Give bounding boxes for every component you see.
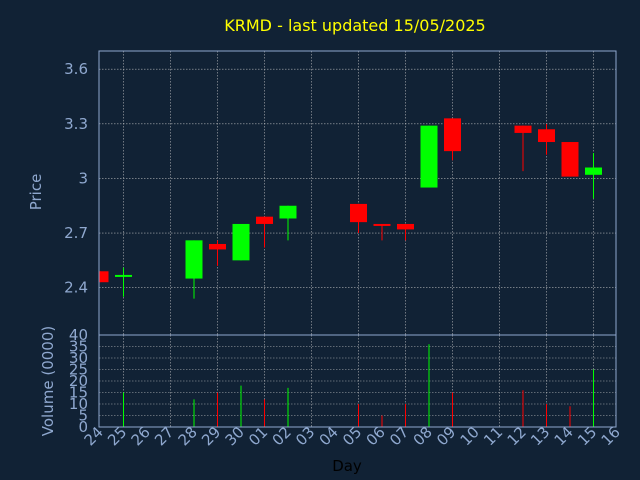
candle-body bbox=[444, 118, 461, 152]
volume-plot-frame bbox=[98, 334, 617, 428]
volume-grid bbox=[99, 335, 616, 427]
candle-body bbox=[585, 167, 602, 175]
volume-tick-label: 35 bbox=[69, 338, 88, 356]
volume-tick-label: 40 bbox=[69, 326, 88, 344]
price-grid bbox=[99, 51, 616, 335]
candle-body bbox=[185, 240, 203, 279]
price-axis-label: Price bbox=[27, 174, 45, 211]
volume-tick-label: 25 bbox=[69, 361, 88, 379]
candle-body bbox=[209, 243, 226, 250]
volume-bars bbox=[123, 344, 594, 427]
candle-body bbox=[561, 142, 579, 177]
volume-tick-label: 5 bbox=[78, 407, 88, 425]
candle-body bbox=[256, 216, 273, 224]
candle-body bbox=[420, 125, 438, 188]
candle-body bbox=[100, 271, 109, 283]
volume-tick-label: 0 bbox=[78, 418, 88, 436]
price-tick-label: 3.3 bbox=[64, 115, 88, 133]
candle-body bbox=[232, 223, 250, 261]
candle-body bbox=[279, 205, 297, 219]
candle-body bbox=[373, 223, 391, 226]
price-tick-label: 3 bbox=[78, 169, 88, 187]
price-tick-labels: 2.4 2.7 3 3.3 3.6 bbox=[64, 60, 88, 296]
price-tick-label: 2.7 bbox=[64, 224, 88, 242]
candlesticks bbox=[99, 118, 602, 299]
volume-axis-label: Volume (0000) bbox=[39, 326, 57, 436]
price-plot-frame bbox=[98, 50, 617, 336]
candle-body bbox=[514, 125, 532, 133]
candle-body bbox=[115, 274, 132, 277]
volume-tick-label: 10 bbox=[69, 395, 88, 413]
price-tick-label: 3.6 bbox=[64, 60, 88, 78]
volume-tick-label: 15 bbox=[69, 384, 88, 402]
chart-title: KRMD - last updated 15/05/2025 bbox=[224, 16, 485, 35]
volume-tick-label: 30 bbox=[69, 349, 88, 367]
price-tick-label: 2.4 bbox=[64, 279, 88, 297]
volume-tick-label: 20 bbox=[69, 372, 88, 390]
candle-body bbox=[397, 223, 414, 230]
candle-body bbox=[538, 129, 555, 143]
candle-body bbox=[350, 203, 367, 223]
x-axis-label: Day bbox=[332, 457, 362, 475]
